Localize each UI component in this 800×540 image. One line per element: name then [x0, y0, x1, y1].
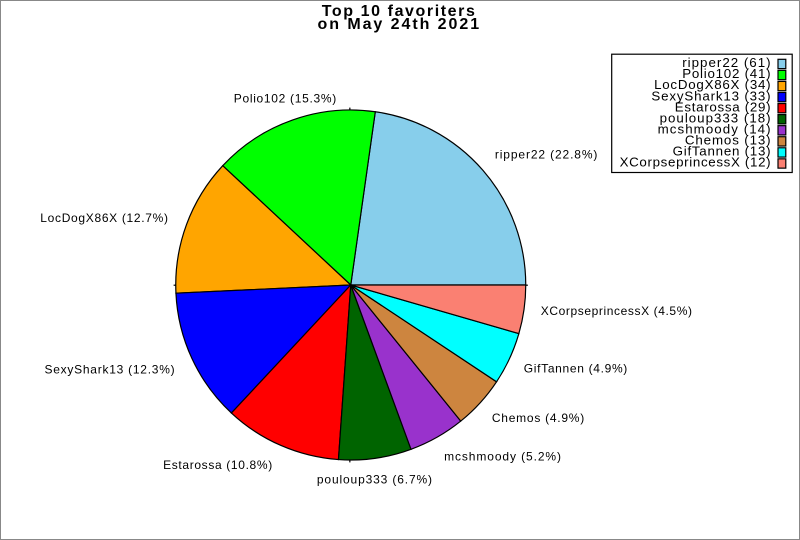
- svg-text:GifTannen (13): GifTannen (13): [673, 144, 771, 159]
- svg-text:GifTannen (4.9%): GifTannen (4.9%): [524, 361, 628, 375]
- svg-text:Chemos (13): Chemos (13): [685, 133, 771, 148]
- svg-text:Polio102 (15.3%): Polio102 (15.3%): [234, 91, 336, 105]
- svg-text:pouloup333 (18): pouloup333 (18): [660, 110, 771, 125]
- svg-text:Polio102 (41): Polio102 (41): [682, 66, 770, 81]
- svg-text:mcshmoody (14): mcshmoody (14): [658, 121, 771, 136]
- svg-text:Top 10 favoriters: Top 10 favoriters: [322, 3, 475, 20]
- svg-text:XCorpseprincessX (4.5%): XCorpseprincessX (4.5%): [541, 304, 692, 318]
- svg-text:SexyShark13 (12.3%): SexyShark13 (12.3%): [45, 363, 175, 377]
- svg-text:XCorpseprincessX (12): XCorpseprincessX (12): [620, 155, 771, 170]
- svg-text:SexyShark13 (33): SexyShark13 (33): [651, 88, 770, 103]
- svg-text:Chemos (4.9%): Chemos (4.9%): [492, 411, 584, 425]
- svg-text:ripper22 (22.8%): ripper22 (22.8%): [495, 147, 598, 161]
- svg-text:LocDogX86X (12.7%): LocDogX86X (12.7%): [40, 211, 168, 225]
- svg-text:on May 24th 2021: on May 24th 2021: [317, 16, 479, 33]
- svg-text:ripper22 (61): ripper22 (61): [682, 55, 770, 70]
- svg-text:mcshmoody (5.2%): mcshmoody (5.2%): [444, 450, 561, 464]
- svg-text:LocDogX86X (34): LocDogX86X (34): [654, 77, 771, 92]
- svg-text:pouloup333 (6.7%): pouloup333 (6.7%): [317, 473, 432, 487]
- svg-text:Estarossa (29): Estarossa (29): [675, 99, 771, 114]
- svg-text:Estarossa (10.8%): Estarossa (10.8%): [163, 458, 272, 472]
